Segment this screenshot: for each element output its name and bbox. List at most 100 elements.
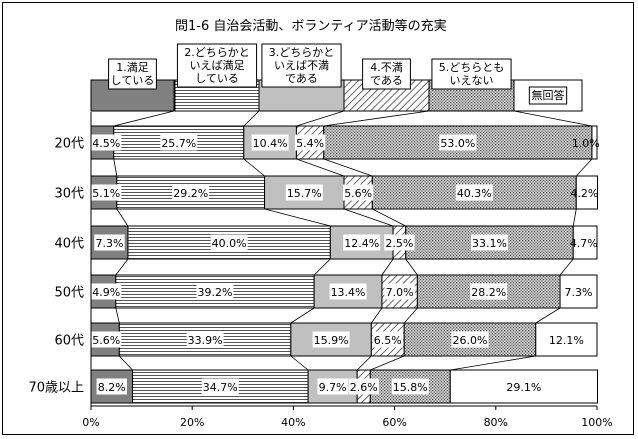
connector-1-1 (113, 158, 118, 177)
data-label-bg-1-2 (160, 134, 198, 151)
data-label-4-5: 28.2% (471, 286, 506, 299)
legend-connector-3 (296, 110, 345, 127)
data-label-bg-6-3 (317, 378, 348, 395)
data-label-bg-2-5 (455, 184, 493, 201)
x-axis: 0% 20% 40% 60% 80% 100% (82, 112, 613, 429)
x-tick-label-5: 80% (484, 416, 508, 429)
legend-label-6-line-1: 無回答 (532, 88, 565, 102)
x-tick-label-3: 40% (281, 416, 305, 429)
legend-label-3-line-2: いえば不満 (274, 59, 329, 72)
category-labels: 20代 30代 40代 50代 60代 70歳以上 (28, 137, 84, 396)
data-label-bg-2-1 (91, 184, 122, 201)
data-label-bg-6-5 (391, 378, 429, 395)
legend-label-3-line-3: である (285, 72, 318, 85)
data-label-bg-5-2 (186, 331, 224, 348)
legend-label-box-6 (528, 86, 568, 105)
data-label-2-2: 29.2% (173, 187, 208, 200)
connector-2-5 (572, 208, 577, 227)
data-label-bg-3-2 (210, 234, 248, 251)
data-label-1-6: 1.0% (572, 137, 600, 150)
connector-5-5 (450, 355, 536, 371)
connector-3-5 (559, 258, 574, 276)
data-label-4-3: 13.4% (331, 286, 366, 299)
connector-2-1 (116, 208, 129, 227)
bar-3-6 (572, 225, 598, 260)
connector-3-1 (115, 258, 129, 276)
chart-title: 問1-6 自治会活動、ボランティア活動等の充実 (175, 18, 447, 34)
category-label-5: 60代 (54, 334, 84, 349)
data-label-bg-4-1 (91, 283, 122, 300)
data-label-6-2: 34.7% (203, 381, 238, 394)
bars: 4.5% 25.7% 10.4% 5.4% 53.0% 1.0% 5.1% 29.2% 15.7… (90, 125, 600, 404)
legend-label-5-line-1: 5.どちらとも (439, 61, 505, 74)
data-label-6-3: 9.7% (319, 381, 347, 394)
legend-label-1-line-1: 1.満足 (116, 61, 149, 74)
category-label-1: 20代 (54, 137, 84, 152)
data-label-bg-4-3 (329, 283, 367, 300)
data-label-1-1: 4.5% (92, 137, 120, 150)
data-label-bg-6-4 (348, 378, 379, 395)
data-label-6-1: 8.2% (98, 381, 126, 394)
data-label-4-1: 4.9% (92, 286, 120, 299)
bar-6-6 (449, 369, 599, 404)
data-label-3-1: 7.3% (95, 237, 123, 250)
data-label-6-4: 2.6% (350, 381, 378, 394)
bar-5-6 (535, 322, 598, 357)
legend-label-4-line-1: 4.不満 (370, 61, 403, 74)
connector-1-4 (323, 158, 373, 177)
x-tick-label-2: 20% (180, 416, 204, 429)
bar-2-6 (575, 175, 599, 210)
data-label-bg-4-2 (196, 283, 234, 300)
legend-label-4-line-2: である (370, 74, 403, 87)
connector-5-4 (370, 355, 405, 371)
x-tick-label-1: 0% (82, 416, 99, 429)
legend-label-box-5 (431, 58, 512, 90)
data-label-bg-5-1 (91, 331, 122, 348)
bar-1-6 (591, 125, 598, 160)
data-label-3-6: 4.7% (570, 237, 598, 250)
legend-connector-2 (243, 110, 260, 127)
data-label-1-3: 10.4% (253, 137, 288, 150)
data-label-bg-4-5 (470, 283, 508, 300)
data-label-2-6: 4.2% (570, 187, 598, 200)
data-label-5-5: 26.0% (453, 334, 488, 347)
connector-3-4 (405, 258, 418, 276)
data-label-5-4: 6.5% (374, 334, 402, 347)
connector-4-5 (535, 307, 561, 324)
data-label-4-6: 7.3% (565, 286, 593, 299)
data-label-bg-6-1 (96, 378, 127, 395)
data-label-bg-3-4 (384, 234, 415, 251)
connector-5-2 (290, 355, 309, 371)
data-label-5-6: 12.1% (549, 334, 584, 347)
legend-label-box-2 (176, 43, 258, 88)
legend-label-box-3 (261, 43, 342, 88)
data-label-bg-2-4 (342, 184, 374, 201)
legend: 1.満足している2.どちらかといえば満足している3.どちらかといえば不満である4… (90, 43, 583, 112)
connector-2-4 (372, 208, 406, 227)
legend-connector-5 (513, 110, 593, 127)
bar-4-6 (559, 274, 598, 309)
data-label-4-4: 7.0% (386, 286, 414, 299)
connector-3-2 (313, 258, 331, 276)
data-label-1-4: 5.4% (296, 137, 324, 150)
data-label-bg-5-3 (312, 331, 350, 348)
connector-4-1 (115, 307, 120, 324)
connector-1-2 (243, 158, 265, 177)
connector-1-5 (575, 158, 593, 177)
legend-label-1-line-2: している (111, 74, 155, 87)
connector-4-2 (290, 307, 315, 324)
data-label-bg-3-5 (470, 234, 508, 251)
legend-label-2-line-2: いえば満足 (190, 59, 245, 72)
data-label-3-3: 12.4% (344, 237, 379, 250)
legend-label-3-line-1: 3.どちらかと (269, 46, 335, 59)
segment-connectors (113, 110, 593, 371)
legend-label-box-1 (108, 58, 157, 90)
data-label-1-5: 53.0% (440, 137, 475, 150)
data-label-2-4: 5.6% (344, 187, 372, 200)
legend-connector-1 (113, 110, 175, 127)
data-label-2-1: 5.1% (92, 187, 120, 200)
data-label-2-3: 15.7% (287, 187, 322, 200)
legend-label-2-line-3: している (195, 72, 239, 85)
legend-connector-4 (323, 110, 430, 127)
